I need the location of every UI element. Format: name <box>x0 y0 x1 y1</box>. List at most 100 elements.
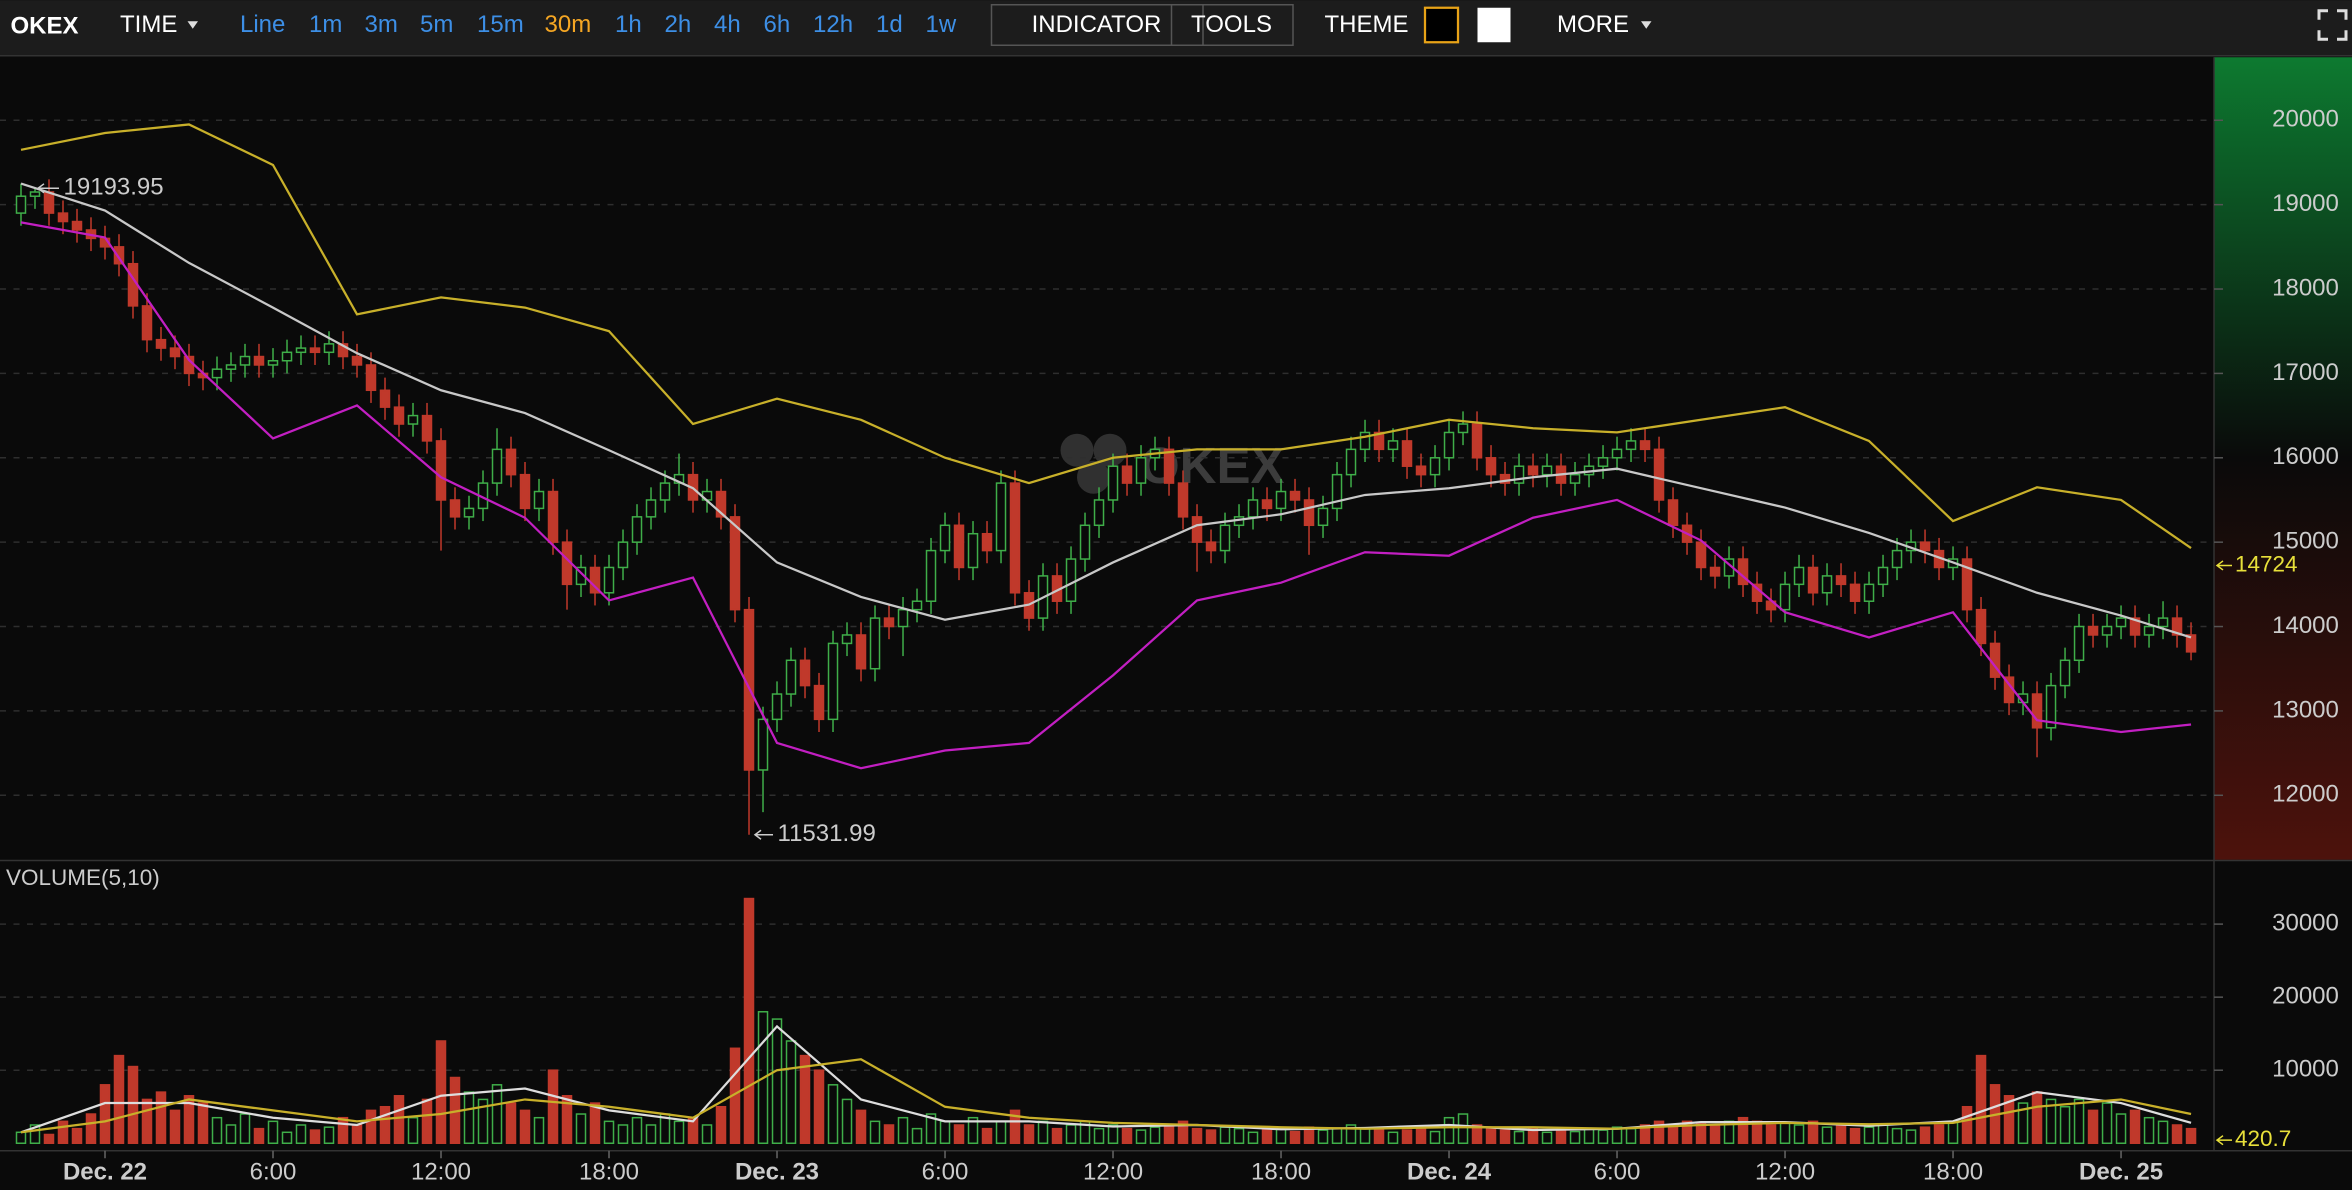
candle-body <box>1653 448 1665 501</box>
volume-bar <box>2017 1102 2029 1144</box>
volume-bar <box>743 897 755 1145</box>
toolbar <box>0 0 2352 56</box>
candle-body <box>1387 440 1399 451</box>
candle-body <box>2073 625 2085 662</box>
volume-bar <box>575 1113 587 1144</box>
candle-body <box>337 343 349 358</box>
last-price-label: 14724 <box>2235 551 2298 576</box>
volume-bar <box>1401 1129 1413 1144</box>
volume-bar <box>757 1011 769 1144</box>
volume-bar <box>617 1124 629 1144</box>
volume-bar <box>1163 1124 1175 1144</box>
candle-body <box>113 246 125 265</box>
x-tick-label: 6:00 <box>922 1159 969 1186</box>
candle-body <box>491 448 503 484</box>
volume-bar <box>1667 1124 1679 1144</box>
volume-bar <box>1457 1113 1469 1144</box>
time-menu[interactable]: TIME <box>120 11 177 38</box>
interval-option[interactable]: 5m <box>420 11 453 38</box>
candle-body <box>855 634 867 670</box>
candle-body <box>2185 634 2197 653</box>
interval-option[interactable]: 3m <box>365 11 398 38</box>
light-theme-swatch[interactable] <box>1477 7 1511 43</box>
interval-option[interactable]: 30m <box>545 11 592 38</box>
volume-bar <box>211 1116 223 1145</box>
interval-option[interactable]: 1w <box>926 11 957 38</box>
candle-body <box>1345 448 1357 476</box>
marker-arrow <box>753 829 774 840</box>
candle-body <box>1597 457 1609 467</box>
volume-bar <box>71 1127 83 1145</box>
y-tick-label: 10000 <box>2272 1056 2339 1083</box>
volume-bar <box>799 1054 811 1144</box>
volume-bar <box>1681 1120 1693 1144</box>
candle-body <box>1261 499 1273 510</box>
interval-option[interactable]: 1d <box>876 11 903 38</box>
volume-bar <box>1289 1130 1301 1144</box>
volume-bar <box>1527 1127 1539 1145</box>
x-tick-label: Dec. 23 <box>735 1159 819 1186</box>
dropdown-caret <box>187 21 198 29</box>
volume-bar <box>2045 1098 2057 1144</box>
indicator-button[interactable]: INDICATOR <box>1032 11 1162 38</box>
x-tick-label: Dec. 25 <box>2079 1159 2163 1186</box>
volume-bar <box>1247 1131 1259 1144</box>
volume-bar <box>337 1116 349 1145</box>
candle-body <box>29 191 41 197</box>
volume-bar <box>1149 1126 1161 1144</box>
tools-button[interactable]: TOOLS <box>1191 11 1272 38</box>
candle-body <box>1079 524 1091 560</box>
volume-bar <box>183 1095 195 1145</box>
candle-body <box>1373 431 1385 451</box>
candle-body <box>1807 566 1819 594</box>
dark-theme-swatch[interactable] <box>1423 6 1460 44</box>
interval-option[interactable]: 1m <box>309 11 342 38</box>
candle-body <box>1331 473 1343 510</box>
y-tick-label: 20000 <box>2272 983 2339 1010</box>
candle-body <box>519 473 531 510</box>
candle-body <box>71 220 83 231</box>
volume-bar <box>435 1040 447 1145</box>
volume-bar <box>1513 1130 1525 1144</box>
volume-bar <box>1709 1124 1721 1144</box>
candle-body <box>757 718 769 771</box>
candle-body <box>1429 457 1441 476</box>
volume-bar <box>673 1120 685 1144</box>
volume-bar <box>1261 1129 1273 1144</box>
candle-body <box>967 532 979 569</box>
volume-bar <box>1597 1129 1609 1144</box>
interval-option[interactable]: 2h <box>665 11 692 38</box>
candle-body <box>1877 566 1889 586</box>
interval-option[interactable]: Line <box>240 11 285 38</box>
volume-bar <box>911 1127 923 1145</box>
interval-option[interactable]: 1h <box>615 11 642 38</box>
volume-bar <box>225 1124 237 1144</box>
candle-body <box>1191 516 1203 543</box>
volume-title: VOLUME(5,10) <box>6 865 160 890</box>
interval-option[interactable]: 12h <box>813 11 853 38</box>
candle-body <box>659 482 671 501</box>
candle-body <box>925 549 937 602</box>
candle-body <box>533 490 545 510</box>
fullscreen-button[interactable] <box>2317 9 2348 41</box>
last-volume-label: 420.7 <box>2235 1126 2291 1151</box>
volume-bar <box>813 1069 825 1144</box>
more-menu[interactable]: MORE <box>1557 11 1629 38</box>
interval-option[interactable]: 4h <box>714 11 741 38</box>
volume-bar <box>1975 1054 1987 1144</box>
candle-body <box>645 499 657 518</box>
x-tick-label: 12:00 <box>411 1159 471 1186</box>
volume-bar <box>589 1102 601 1144</box>
volume-bar <box>1205 1129 1217 1144</box>
interval-option[interactable]: 15m <box>477 11 524 38</box>
interval-option[interactable]: 6h <box>764 11 791 38</box>
candle-body <box>547 490 559 543</box>
volume-bar <box>1471 1124 1483 1144</box>
y-tick-label: 20000 <box>2272 106 2339 133</box>
volume-bar <box>2059 1105 2071 1145</box>
volume-bar <box>785 1040 797 1145</box>
candle-body <box>295 347 307 354</box>
candle-body <box>1961 558 1973 611</box>
volume-bar <box>869 1120 881 1144</box>
candle-body <box>1163 448 1175 484</box>
